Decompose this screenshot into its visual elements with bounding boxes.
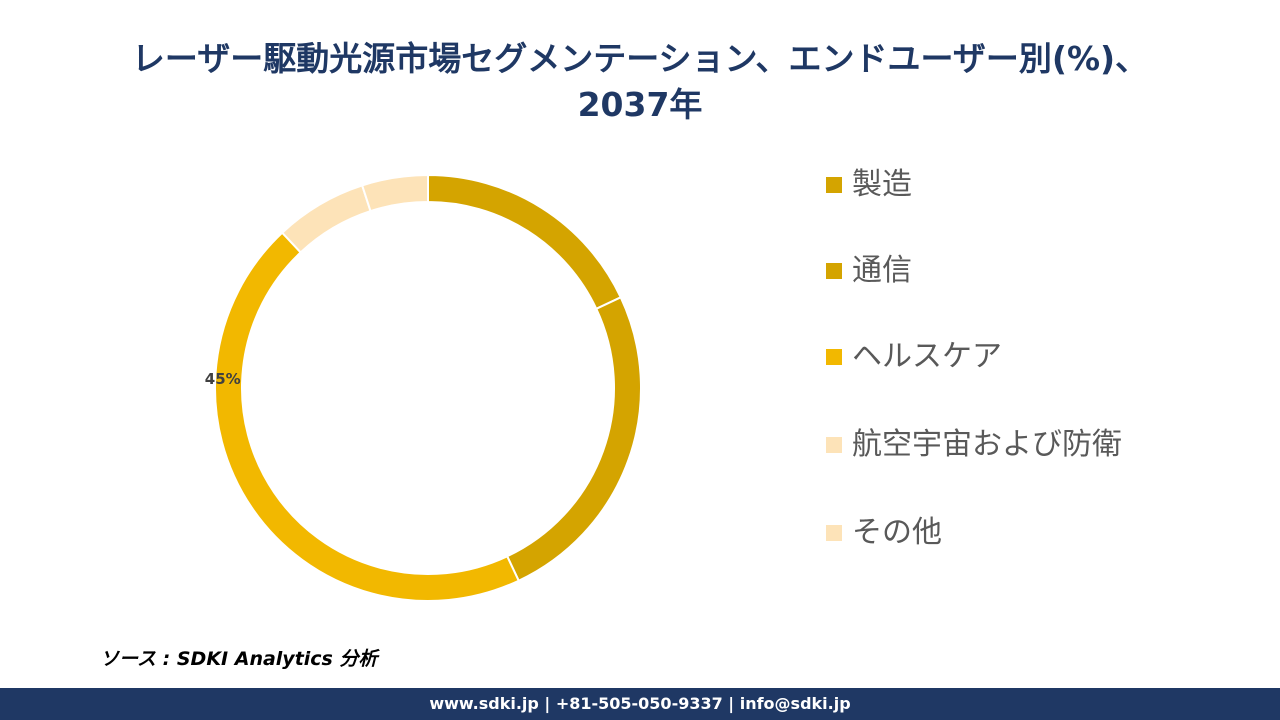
chart-title: レーザー駆動光源市場セグメンテーション、エンドユーザー別(%)、 2037年 [60,36,1220,128]
legend-label-3: ヘルスケア [852,339,1002,374]
legend-swatch-3 [826,349,842,365]
legend-label-1: 製造 [852,167,912,202]
footer-bar: www.sdki.jp | +81-505-050-9337 | info@sd… [0,688,1280,720]
legend-swatch-2 [826,263,842,279]
donut-slice-4 [280,184,372,254]
legend-swatch-1 [826,177,842,193]
legend-label-2: 通信 [852,253,912,288]
chart-title-line1: レーザー駆動光源市場セグメンテーション、エンドユーザー別(%)、 [131,39,1149,78]
legend-swatch-4 [826,437,842,453]
data-label-3: 45% [205,370,241,388]
chart-title-line2: 2037年 [577,85,703,124]
source-note: ソース : SDKI Analytics 分析 [100,648,378,670]
legend-swatch-5 [826,525,842,541]
donut-slice-1 [427,173,623,311]
legend-label-5: その他 [852,515,942,550]
donut-slice-3 [214,231,521,602]
legend-label-4: 航空宇宙および防衛 [852,427,1122,462]
donut-slice-2 [505,295,642,583]
donut-slice-5 [360,173,429,213]
